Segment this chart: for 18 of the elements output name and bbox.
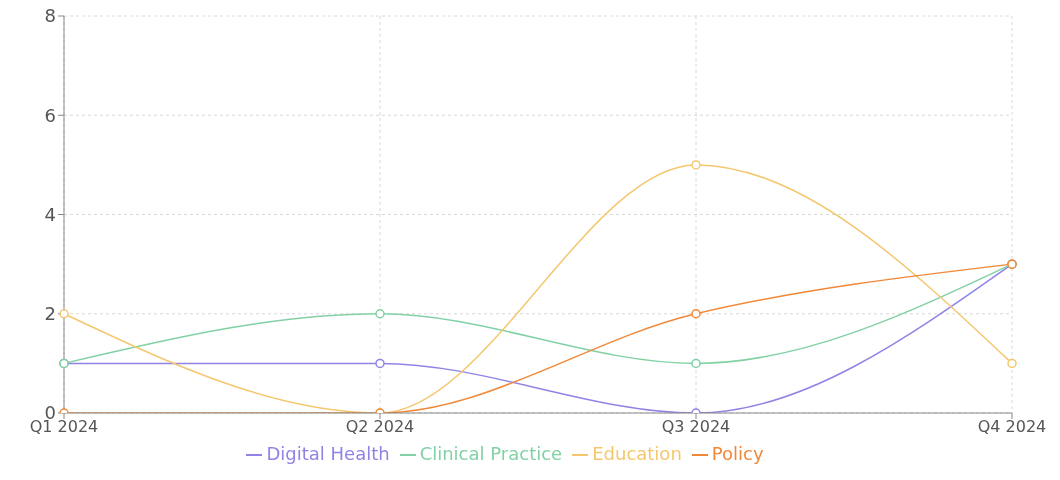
y-tick-label: 8 [44, 5, 56, 27]
legend-label: Digital Health [266, 443, 390, 464]
point [691, 358, 701, 369]
x-tick-label: Q3 2024 [661, 417, 731, 437]
x-tick-label: Q2 2024 [345, 417, 415, 437]
legend-label: Policy [711, 443, 764, 464]
point [1007, 358, 1017, 369]
legend-label: Clinical Practice [419, 443, 563, 464]
legend-label: Education [592, 443, 682, 464]
y-tick-label: 2 [44, 303, 56, 325]
y-tick-label: 4 [44, 203, 56, 225]
point [691, 160, 701, 170]
point [375, 309, 385, 319]
y-tick-label: 6 [44, 104, 56, 126]
point [59, 309, 69, 319]
point [691, 309, 701, 319]
x-tick-label: Q4 2024 [977, 417, 1047, 437]
point [375, 358, 385, 369]
